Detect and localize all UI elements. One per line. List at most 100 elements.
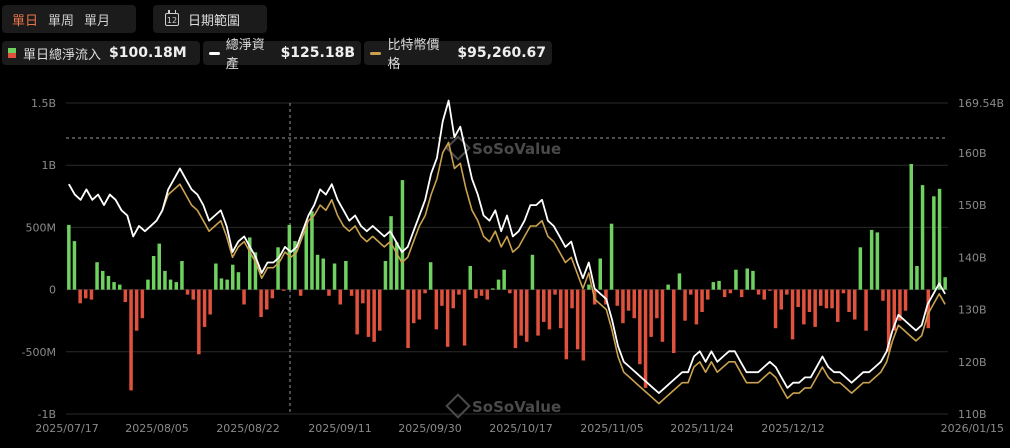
watermark-text: SoSoValue [472,140,561,158]
flow-bar [564,289,569,360]
flow-bar [649,289,653,337]
flow-bar [101,270,105,290]
flow-bar [598,258,602,290]
flow-bar [632,289,636,319]
flow-bar [677,273,682,290]
legend-label-btc-price: 比特幣價格 [387,38,440,72]
flow-bar [858,247,863,290]
flow-bar [310,211,314,290]
flow-bar [67,224,71,290]
flow-bar [581,289,586,361]
flow-bar [575,289,580,350]
flow-bar [242,289,246,305]
flow-bar [304,223,308,290]
flow-bar [621,289,625,324]
flow-bar [462,289,467,346]
flow-bar [95,262,99,290]
flow-bar [491,288,495,290]
flow-bar [327,289,331,296]
flow-bar [807,289,812,312]
flow-bar [519,289,523,336]
axes: 1.5B 1B 500M 0 -500M -1B 169.54B 160B 150B 140B 13… [22,97,1005,435]
flow-bar [157,243,161,290]
flow-bar [683,289,687,321]
flow-bar [72,241,77,290]
legend-item-btc-price[interactable]: 比特幣價格 $95,260.67 [364,38,552,72]
y-tick-label-right: 169.54B [958,97,1004,110]
flow-bar [434,289,439,330]
flow-bar [847,289,851,312]
flow-bar [762,289,766,300]
flow-bar [643,289,648,388]
flow-bar [943,277,947,290]
flow-bar [909,164,913,290]
flow-bar [903,289,908,311]
bars [67,164,947,391]
y-tick-label-left: 1.5B [31,97,56,110]
segment-monthly[interactable]: 單月 [84,13,111,29]
flow-bar [185,289,190,295]
flow-bar [400,180,405,290]
flow-bar [559,289,563,329]
flow-bar [525,289,529,342]
flow-bar [383,261,388,290]
watermark-logo-icon [445,393,471,419]
flow-bar [259,289,263,317]
date-range-button[interactable]: 12 日期範圍 [153,5,267,33]
flow-bar [253,252,258,290]
y-tick-label-right: 160B [958,147,987,160]
flow-bar [898,289,902,321]
flow-bar [892,289,896,331]
flow-bar [78,289,82,304]
flow-bar [468,266,472,290]
flow-bar [773,289,778,329]
flow-bar [587,284,591,290]
y-tick-label-right: 130B [958,304,987,317]
flow-bar [513,289,518,349]
flow-bar [180,261,184,290]
flow-bar [406,289,410,349]
flow-bar [722,289,727,298]
legend-value-total-assets: $125.18B [280,45,355,61]
total-assets-line [68,99,946,394]
flow-bar [395,242,399,290]
y-tick-label-right: 150B [958,199,987,212]
y-tick-label-left: 0 [49,284,56,297]
flow-bar [474,289,478,299]
x-tick-label: 2025/08/05 [125,422,188,435]
x-tick-label: 2025/07/17 [35,422,98,435]
y-tick-label-right: 140B [958,251,987,264]
legend-label-net-inflow: 單日總淨流入 [23,47,102,63]
flow-bar [84,289,88,299]
flow-bar [813,289,817,327]
flow-bar [315,254,320,290]
flow-bar [129,289,133,391]
flow-bar [796,289,800,307]
segment-weekly[interactable]: 單周 [48,13,75,29]
legend-item-total-assets[interactable]: 總淨資產 $125.18B [203,38,361,72]
segment-daily[interactable]: 單日 [12,13,39,29]
legend-label-total-assets: 總淨資產 [225,38,265,72]
flow-bar [706,289,710,300]
flow-bar [219,278,224,290]
flow-bar [881,289,885,301]
flow-bar [163,270,167,290]
flow-bar [134,289,139,331]
flow-bar [451,289,455,309]
legend-item-net-inflow[interactable]: 單日總淨流入 $100.18M [2,41,200,65]
flow-bar [553,289,557,295]
toolbar: 單日 單周 單月 12 日期範圍 單日總淨流入 $100.18M 總淨資產 $1… [0,0,1010,72]
flow-bar [89,289,94,300]
flow-bar [191,289,195,300]
flow-bar [836,289,840,322]
flow-bar [372,289,376,342]
flow-bar [886,289,891,352]
flow-bar [711,282,716,290]
flow-bar [281,289,286,291]
flow-bar [344,261,348,290]
flow-bar [151,256,156,290]
flow-bar [287,224,292,290]
flow-bar [140,289,145,319]
flow-bar [785,289,789,295]
flow-bar [361,289,365,304]
